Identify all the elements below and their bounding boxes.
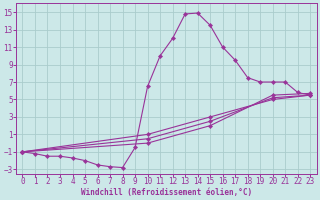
X-axis label: Windchill (Refroidissement éolien,°C): Windchill (Refroidissement éolien,°C) xyxy=(81,188,252,197)
